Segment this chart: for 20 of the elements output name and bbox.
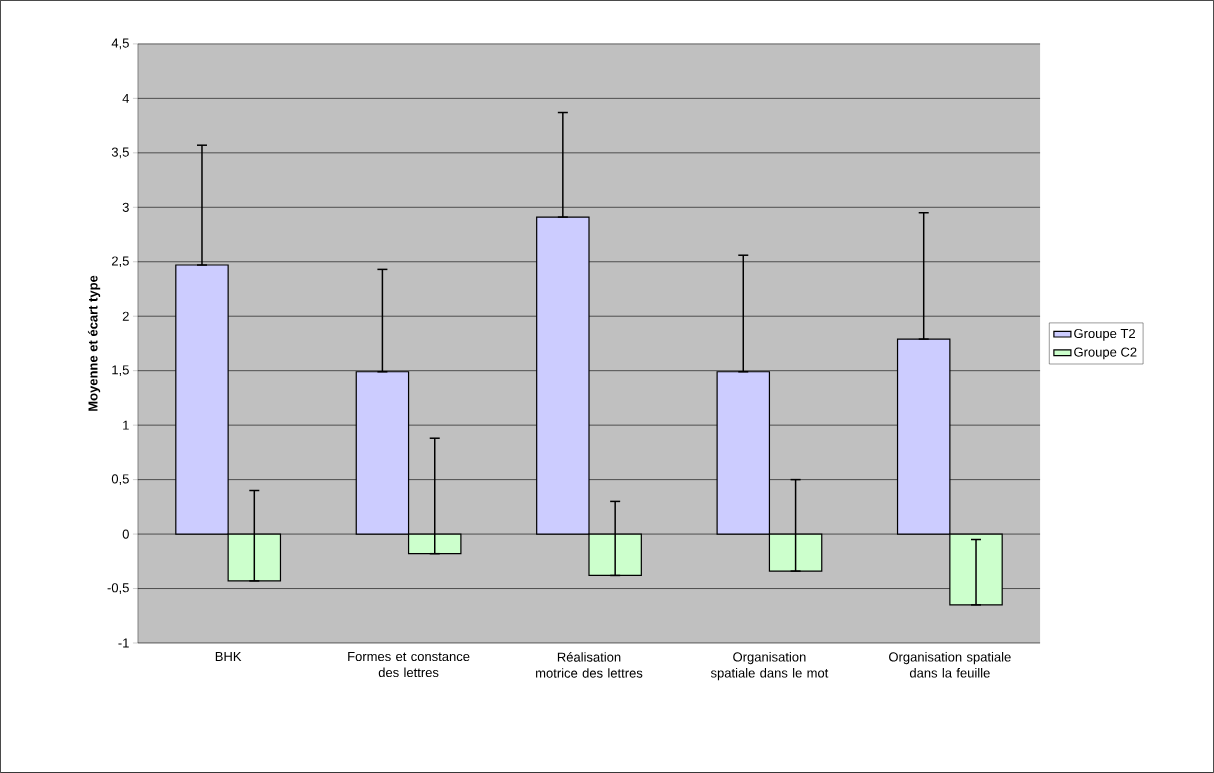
y-tick-label: 1,5 (112, 365, 129, 377)
y-tick-label: 2 (122, 311, 129, 321)
legend-label: Groupe C2 (1074, 347, 1137, 360)
x-tick-label: Organisation spatiale dans le mot (710, 652, 829, 681)
x-tick-label: Réalisation motrice des lettres (536, 652, 643, 678)
legend-label: Groupe T2 (1074, 328, 1135, 341)
x-tick-label: Organisation spatiale dans la feuille (889, 652, 1011, 678)
y-tick-label: 4 (122, 93, 130, 103)
y-tick-label: -0,5 (107, 583, 129, 594)
y-tick-label: 1 (123, 420, 129, 430)
x-tick-label: BHK (215, 652, 242, 661)
y-tick-label: 0 (122, 529, 129, 539)
y-axis-title: Moyenne et écart type (87, 275, 101, 411)
x-tick-label: Formes et constance des lettres (348, 652, 470, 678)
y-tick-label: 2,5 (111, 256, 129, 268)
y-tick-label: 3 (122, 202, 129, 212)
y-tick-label: 0,5 (111, 474, 129, 485)
y-tick-label: -1 (118, 638, 129, 648)
y-tick-label: 3,5 (111, 147, 129, 159)
y-tick-label: 4,5 (111, 38, 129, 50)
